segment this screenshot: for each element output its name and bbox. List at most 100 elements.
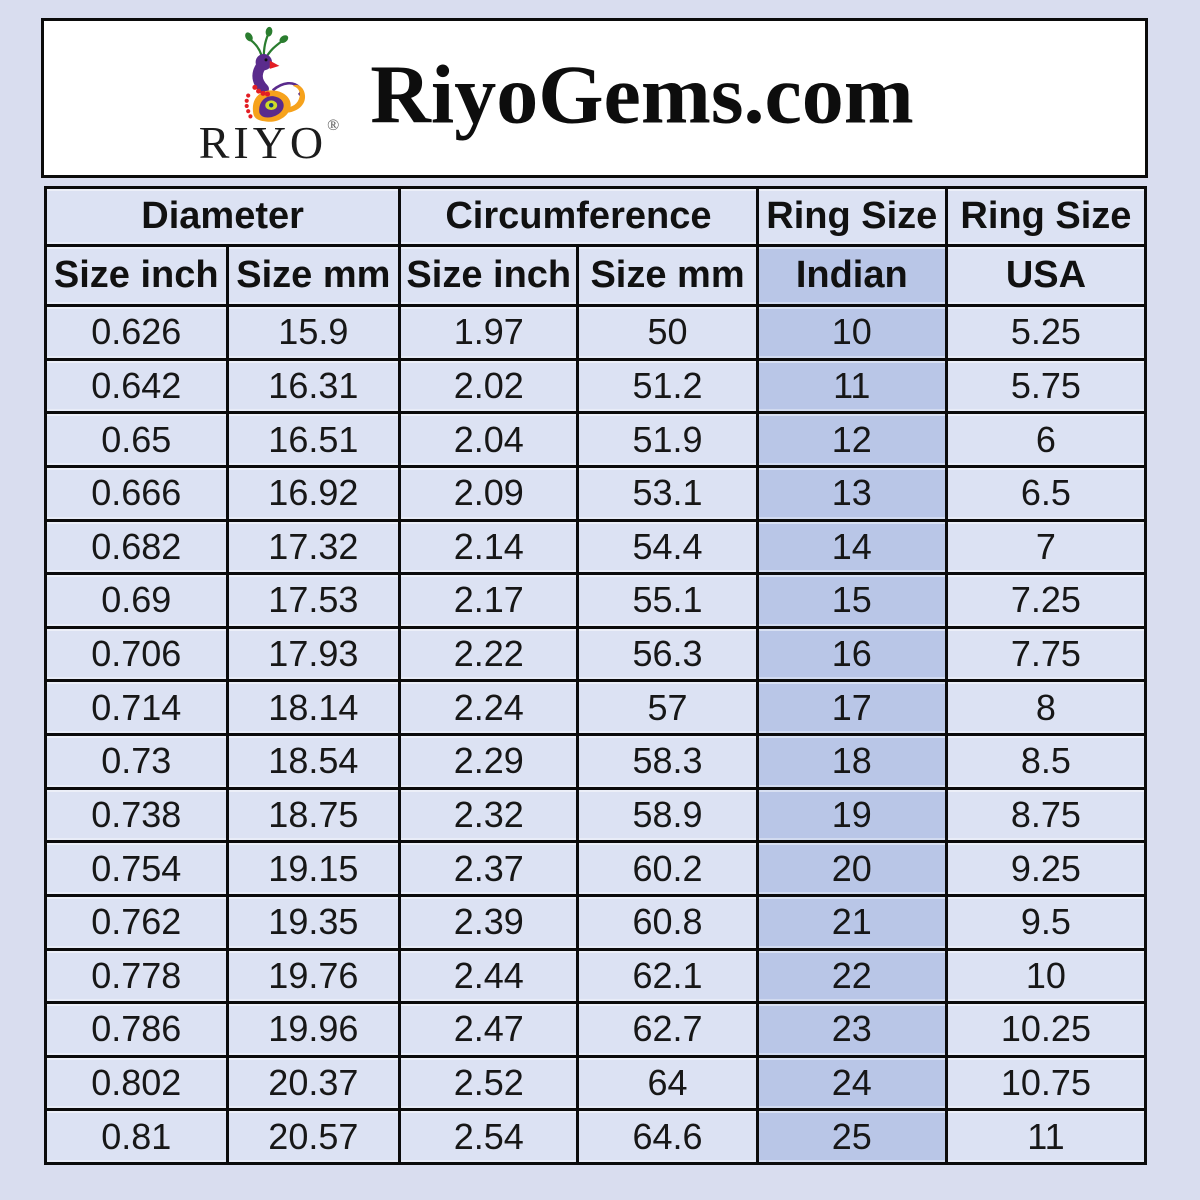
- table-cell: 62.7: [576, 1001, 759, 1058]
- peacock-logo-icon: [244, 26, 306, 122]
- table-cell: 9.25: [944, 840, 1148, 897]
- table-cell: 25: [755, 1108, 948, 1165]
- table-cell: 2.04: [398, 411, 580, 468]
- table-cell: 8.5: [944, 733, 1148, 790]
- table-cell: 7: [944, 518, 1148, 576]
- table-row: 0.786 19.96 2.47 62.7 23 10.25: [44, 1001, 1148, 1058]
- table-row: 0.802 20.37 2.52 64 24 10.75: [44, 1054, 1148, 1112]
- table-cell: 8: [944, 679, 1148, 736]
- table-cell: 10.25: [944, 1001, 1148, 1058]
- table-cell: 16.92: [225, 464, 402, 522]
- table-row: 0.666 16.92 2.09 53.1 13 6.5: [44, 464, 1148, 522]
- table-cell: 16: [755, 625, 948, 683]
- table-cell: 50: [576, 304, 759, 361]
- table-cell: 10.75: [944, 1054, 1148, 1112]
- table-row: 0.706 17.93 2.22 56.3 16 7.75: [44, 625, 1148, 683]
- table-cell: 10: [944, 947, 1148, 1005]
- table-cell: 0.642: [44, 357, 229, 415]
- table-cell: 2.52: [398, 1054, 580, 1112]
- table-cell: 55.1: [576, 572, 759, 629]
- table-cell: 0.778: [44, 947, 229, 1005]
- table-cell: 18.75: [225, 786, 402, 844]
- table-cell: 2.39: [398, 893, 580, 951]
- site-title: RiyoGems.com: [370, 48, 914, 142]
- table-cell: 2.14: [398, 518, 580, 576]
- group-header: Diameter: [43, 186, 402, 247]
- table-cell: 6: [944, 411, 1148, 468]
- table-cell: 20.37: [225, 1054, 402, 1112]
- table-cell: 21: [755, 893, 948, 951]
- table-cell: 64: [576, 1054, 759, 1112]
- table-cell: 0.706: [44, 625, 229, 683]
- table-cell: 11: [755, 357, 948, 415]
- table-cell: 16.51: [225, 411, 402, 468]
- table-row: 0.626 15.9 1.97 50 10 5.25: [44, 304, 1148, 361]
- table-cell: 51.2: [576, 357, 759, 415]
- table-cell: 19: [755, 786, 948, 844]
- table-row: 0.642 16.31 2.02 51.2 11 5.75: [44, 357, 1148, 415]
- table-cell: 53.1: [576, 464, 759, 522]
- table-cell: 14: [755, 518, 948, 576]
- table-cell: 12: [755, 411, 948, 468]
- column-header-row: Size inch Size mm Size inch Size mm Indian US…: [44, 244, 1148, 307]
- table-row: 0.73 18.54 2.29 58.3 18 8.5: [44, 733, 1148, 790]
- table-cell: 11: [944, 1108, 1148, 1165]
- table-cell: 18: [755, 733, 948, 790]
- group-header: Circumference: [398, 186, 759, 247]
- table-cell: 2.32: [398, 786, 580, 844]
- table-cell: 2.37: [398, 840, 580, 897]
- table-cell: 13: [755, 464, 948, 522]
- table-cell: 0.682: [44, 518, 229, 576]
- table-cell: 18.54: [225, 733, 402, 790]
- table-cell: 22: [755, 947, 948, 1005]
- registered-trademark-symbol: ®: [327, 117, 340, 134]
- table-cell: 19.15: [225, 840, 402, 897]
- table-row: 0.69 17.53 2.17 55.1 15 7.25: [44, 572, 1148, 629]
- table-cell: 24: [755, 1054, 948, 1112]
- table-cell: 0.65: [44, 411, 229, 468]
- table-head: Diameter Circumference Ring Size Ring Size …: [43, 186, 1148, 307]
- table-cell: 18.14: [225, 679, 402, 736]
- table-cell: 16.31: [225, 357, 402, 415]
- table-cell: 60.2: [576, 840, 759, 897]
- table-cell: 0.762: [44, 893, 229, 951]
- column-header: Indian: [755, 244, 948, 307]
- table-cell: 2.22: [398, 625, 580, 683]
- table-cell: 5.25: [944, 304, 1148, 361]
- table-cell: 10: [755, 304, 948, 361]
- table-cell: 15.9: [225, 304, 402, 361]
- group-header: Ring Size: [944, 186, 1148, 247]
- brand-header: RIYO® RiyoGems.com: [41, 18, 1148, 178]
- column-header: Size mm: [225, 244, 402, 307]
- table-cell: 0.754: [44, 840, 229, 897]
- table-row: 0.738 18.75 2.32 58.9 19 8.75: [44, 786, 1148, 844]
- table-cell: 20.57: [225, 1108, 402, 1165]
- column-header: USA: [944, 244, 1148, 307]
- table-cell: 0.738: [44, 786, 229, 844]
- table-cell: 19.35: [225, 893, 402, 951]
- table-row: 0.81 20.57 2.54 64.6 25 11: [44, 1108, 1148, 1165]
- table-cell: 0.666: [44, 464, 229, 522]
- table-cell: 17.93: [225, 625, 402, 683]
- group-header: Ring Size: [755, 186, 948, 247]
- table-cell: 2.09: [398, 464, 580, 522]
- table-cell: 64.6: [576, 1108, 759, 1165]
- table-cell: 58.3: [576, 733, 759, 790]
- table-cell: 17.32: [225, 518, 402, 576]
- table-cell: 20: [755, 840, 948, 897]
- table-cell: 2.47: [398, 1001, 580, 1058]
- table-body: 0.626 15.9 1.97 50 10 5.25 0.642 16.31 2.02 51.2 1…: [44, 304, 1148, 1165]
- table-cell: 9.5: [944, 893, 1148, 951]
- table-row: 0.65 16.51 2.04 51.9 12 6: [44, 411, 1148, 468]
- table-cell: 5.75: [944, 357, 1148, 415]
- table-cell: 2.02: [398, 357, 580, 415]
- table-cell: 51.9: [576, 411, 759, 468]
- table-cell: 0.73: [44, 733, 229, 790]
- table-cell: 2.44: [398, 947, 580, 1005]
- table-cell: 2.54: [398, 1108, 580, 1165]
- ring-size-chart: Diameter Circumference Ring Size Ring Size …: [43, 186, 1148, 1165]
- table-cell: 15: [755, 572, 948, 629]
- column-header: Size mm: [576, 244, 759, 307]
- table-row: 0.778 19.76 2.44 62.1 22 10: [44, 947, 1148, 1005]
